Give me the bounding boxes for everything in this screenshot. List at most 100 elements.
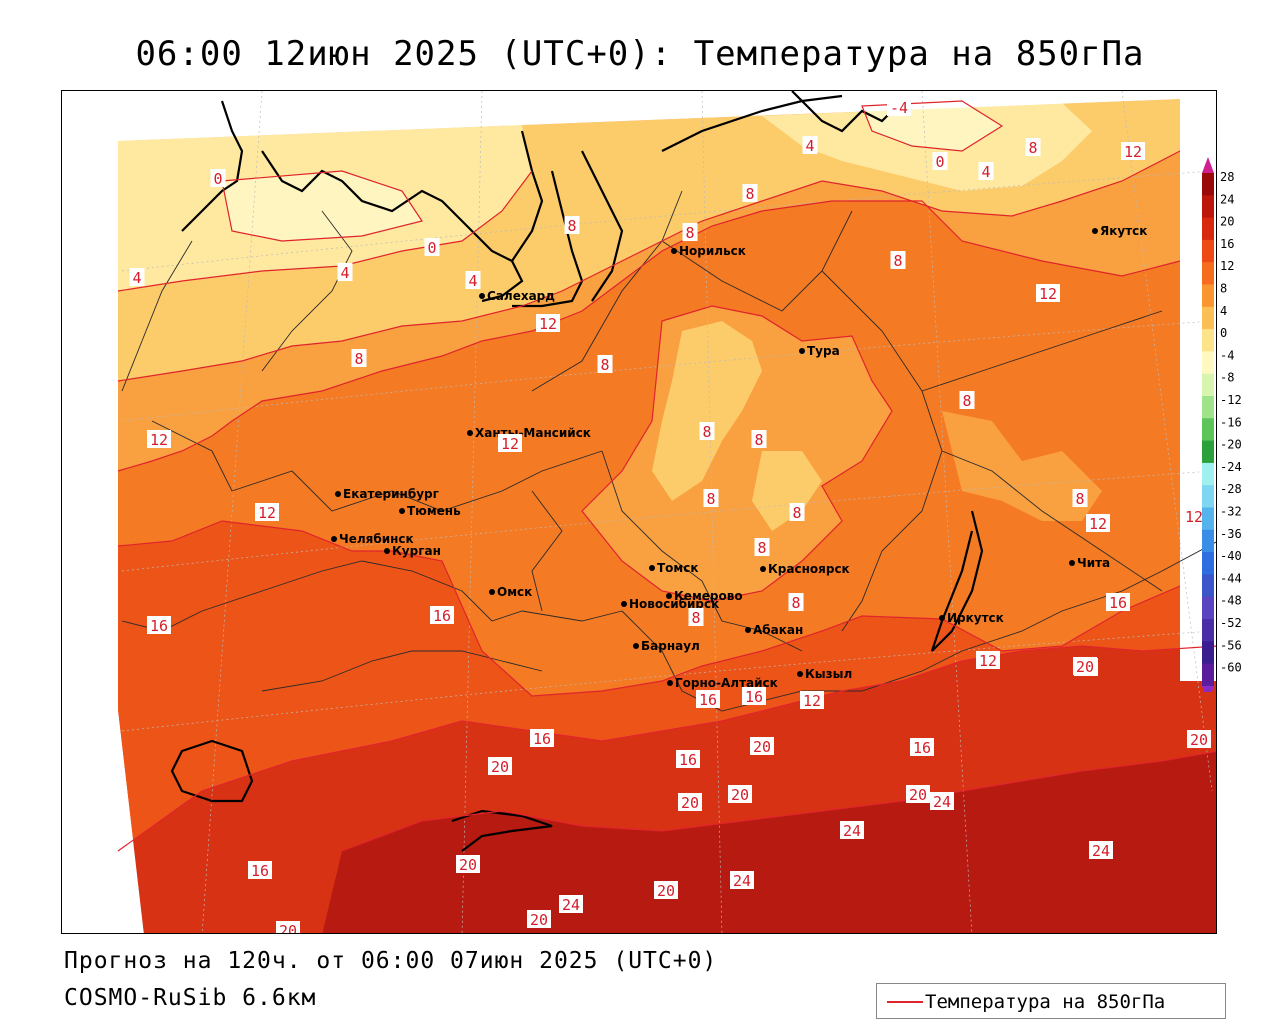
- isoline-label-box: [1182, 507, 1206, 525]
- isoline-label-box: [530, 729, 554, 747]
- isoline-swatch: [887, 1001, 923, 1003]
- isoline-label: 8: [745, 185, 754, 203]
- colorbar-swatch: [1202, 641, 1214, 665]
- isoline-label-box: [788, 593, 804, 611]
- isoline-label: 24: [562, 896, 580, 914]
- isoline-label-box: [129, 268, 145, 286]
- isoline-label-box: [255, 503, 279, 521]
- isoline-label: 12: [1124, 143, 1142, 161]
- colorbar-tick-label: 8: [1220, 282, 1227, 296]
- colorbar-tick-label: 4: [1220, 304, 1227, 318]
- isoline-label: 8: [702, 423, 711, 441]
- city-marker: [799, 348, 805, 354]
- isoline-label: 8: [685, 224, 694, 242]
- isoline-label-box: [699, 422, 715, 440]
- isoline-label: 20: [491, 758, 509, 776]
- isoline-label-box: [789, 503, 805, 521]
- isoline-label: 4: [132, 269, 141, 287]
- graticule: [121, 91, 1213, 933]
- colorbar-swatch: [1202, 173, 1214, 196]
- cities-layer: Салехард Норильск Якутск Тура Ханты-Мансийск…: [331, 224, 1147, 690]
- city-label: Челябинск: [339, 532, 414, 546]
- isoline-label-box: [976, 651, 1000, 669]
- isoline-label-box: [678, 793, 702, 811]
- model-info: COSMO-RuSib 6.6км: [64, 985, 317, 1011]
- city-label: Тура: [807, 344, 840, 358]
- isoline-label-box: [424, 238, 440, 256]
- colorbar-tick-label: -32: [1220, 505, 1242, 519]
- isoline-label: 16: [150, 617, 168, 635]
- isoline-label-box: [682, 223, 698, 241]
- colorbar-swatch: [1202, 440, 1214, 464]
- city-marker: [335, 491, 341, 497]
- isoline-label-box: [1073, 657, 1097, 675]
- isoline-label: 20: [1076, 658, 1094, 676]
- city-marker: [479, 293, 485, 299]
- isoline-label: 20: [731, 786, 749, 804]
- colorbar-swatch: [1202, 529, 1214, 553]
- isoline-label: 16: [913, 739, 931, 757]
- isoline-label-box: [1121, 142, 1145, 160]
- colorbar-tick-label: -36: [1220, 527, 1242, 541]
- isoline-label: 12: [1185, 508, 1203, 526]
- city-label: Барнаул: [641, 639, 700, 653]
- colorbar-swatch: [1202, 574, 1214, 598]
- colorbar-bottom-arrow: [1202, 685, 1214, 692]
- colorbar-tick-label: -8: [1220, 371, 1234, 385]
- isoline-label-box: [932, 152, 948, 170]
- isoline-label-box: [959, 391, 975, 409]
- isoline-label-box: [337, 263, 353, 281]
- isoline-label-box: [147, 430, 171, 448]
- isoline-label-box: [800, 691, 824, 709]
- isoline-label: 20: [530, 911, 548, 929]
- colorbar-tick-label: -44: [1220, 571, 1242, 585]
- isoline-label: 8: [600, 356, 609, 374]
- isoline-label: 12: [1089, 515, 1107, 533]
- colorbar-swatch: [1202, 507, 1214, 531]
- colorbar-swatch: [1202, 239, 1214, 263]
- color-scale-legend: 28 24 20 16 12 8 4 0 -4 -8 -12 -16 -20 -24 -28 -32 -36 -4…: [1202, 157, 1242, 692]
- isoline-label: 20: [279, 922, 297, 934]
- isoline-label-box: [527, 910, 551, 928]
- city-marker: [797, 671, 803, 677]
- temperature-map: Салехард Норильск Якутск Тура Ханты-Мансийск…: [61, 90, 1217, 934]
- isoline-label: 12: [258, 504, 276, 522]
- isoline-label-box: [703, 489, 719, 507]
- isoline-label: 8: [893, 252, 902, 270]
- city-marker: [939, 615, 945, 621]
- isoline-label: 8: [1075, 490, 1084, 508]
- isoline-label: 16: [699, 691, 717, 709]
- city-marker: [384, 548, 390, 554]
- isoline-label-box: [906, 785, 930, 803]
- colorbar-tick-label: -4: [1220, 348, 1234, 362]
- isoline-label-box: [248, 861, 272, 879]
- isoline-label: 8: [1028, 139, 1037, 157]
- colorbar-swatch: [1202, 552, 1214, 575]
- isoline-label: 0: [213, 170, 222, 188]
- isoline-label: 20: [753, 738, 771, 756]
- isoline-label-box: [742, 184, 758, 202]
- isoline-label-box: [890, 251, 906, 269]
- isoline-label: 16: [679, 751, 697, 769]
- isoline-label-box: [210, 169, 226, 187]
- isoline-label: 20: [459, 856, 477, 874]
- isoline-label: 8: [754, 431, 763, 449]
- isoline-label: 16: [251, 862, 269, 880]
- isoline-label-box: [276, 921, 300, 933]
- isoline-label: 4: [805, 137, 814, 155]
- isoline-label: 16: [745, 688, 763, 706]
- colorbar-tick-label: 28: [1220, 170, 1234, 184]
- colorbar-swatch: [1202, 418, 1214, 442]
- isoline-label: 12: [803, 692, 821, 710]
- colorbar-tick-label: 20: [1220, 215, 1234, 229]
- isoline-label-box: [754, 538, 770, 556]
- zone-8-12-c: [942, 411, 1102, 521]
- isoline-label-box: [750, 737, 774, 755]
- colorbar-tick-label: -12: [1220, 393, 1242, 407]
- isoline-label: 12: [1039, 285, 1057, 303]
- isoline-label-box: [978, 162, 994, 180]
- isoline-label-box: [1072, 489, 1088, 507]
- colorbar-swatch: [1202, 596, 1214, 620]
- isoline-label: 24: [843, 822, 861, 840]
- colorbar-tick-label: -56: [1220, 638, 1242, 652]
